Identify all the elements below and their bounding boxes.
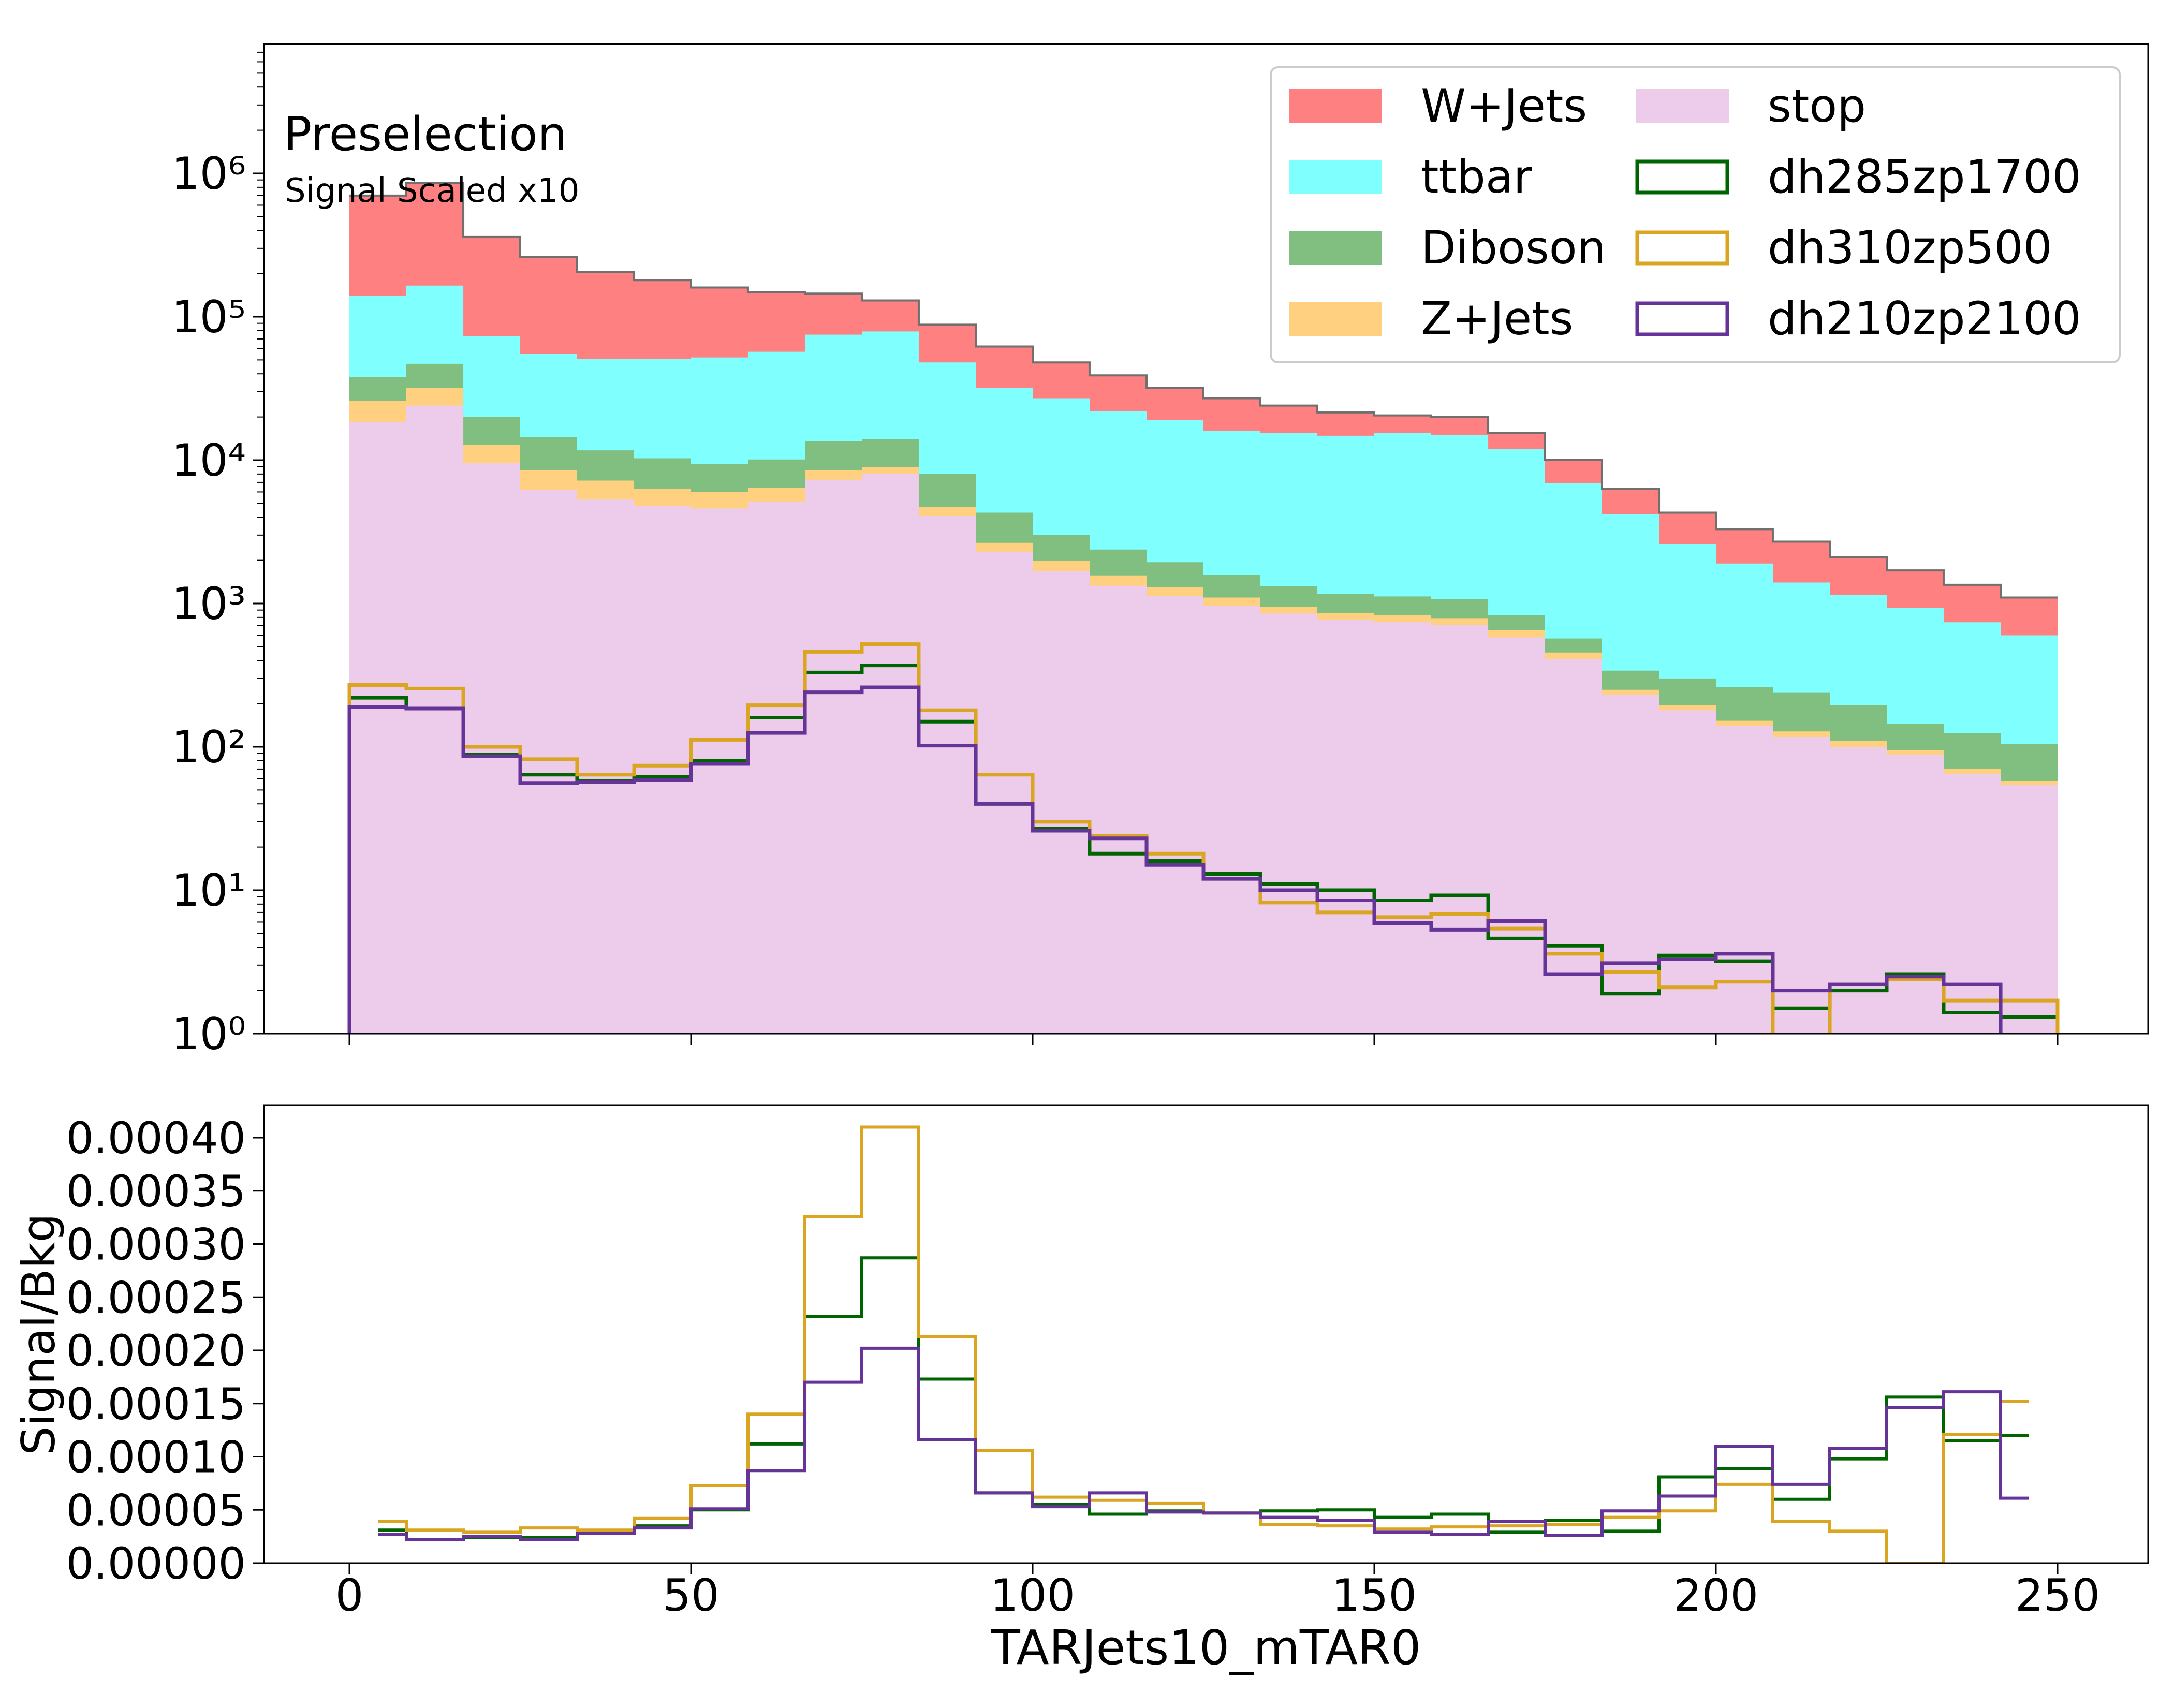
legend-swatch-z-jets (1289, 302, 1382, 336)
ratio-dh310zp500 (377, 1125, 2030, 1563)
stack-stop (349, 405, 2058, 1034)
legend-label-diboson: Diboson (1421, 221, 1606, 274)
stack-total-outline (349, 182, 2058, 599)
x-tick-label: 50 (663, 1570, 719, 1622)
x-tick-label: 100 (990, 1570, 1075, 1622)
top-y-tick-label: 10² (171, 722, 246, 773)
legend: W+Jets ttbar Diboson Z+Jets stop dh285zp1700 d… (1270, 66, 2121, 363)
legend-swatch-dh210zp2100 (1635, 301, 1729, 336)
bottom-y-tick-label: 0.00025 (66, 1272, 246, 1323)
top-y-axis: 10⁰ 10¹ 10² 10³ 10⁴ 10⁵ 10⁶ (171, 51, 264, 1060)
legend-label-w-jets: W+Jets (1421, 79, 1587, 132)
legend-label-dh310zp500: dh310zp500 (1768, 221, 2052, 274)
y-axis-label: Signal/Bkg (12, 1213, 65, 1455)
bottom-y-tick-label: 0.00040 (66, 1113, 246, 1164)
x-tick-label: 150 (1332, 1570, 1417, 1622)
legend-swatch-stop (1636, 89, 1729, 123)
bottom-plot-frame (263, 1104, 2149, 1564)
bottom-panel: 0.000000.000050.000100.000150.000200.000… (12, 1104, 2149, 1675)
legend-label-z-jets: Z+Jets (1421, 292, 1573, 345)
top-x-ticks (348, 1034, 2059, 1045)
annotation-preselection: Preselection (284, 107, 567, 161)
legend-label-dh285zp1700: dh285zp1700 (1768, 150, 2081, 203)
signal-dh210zp2100 (347, 685, 2003, 1034)
signal-histograms (347, 642, 2060, 1034)
bottom-y-axis: 0.000000.000050.000100.000150.000200.000… (66, 1113, 264, 1589)
background-stack (349, 182, 2058, 1034)
ratio-histograms (377, 1125, 2030, 1563)
top-y-tick-label: 10¹ (171, 865, 246, 917)
legend-label-ttbar: ttbar (1421, 150, 1533, 203)
legend-swatch-w-jets (1289, 89, 1382, 123)
legend-label-stop: stop (1768, 79, 1866, 132)
x-tick-label: 250 (2015, 1570, 2100, 1622)
x-tick-label: 0 (335, 1570, 364, 1622)
bottom-y-tick-label: 0.00010 (66, 1432, 246, 1483)
annotation-signal-scale: Signal Scaled x10 (285, 172, 579, 210)
legend-swatch-dh310zp500 (1635, 230, 1729, 266)
legend-swatch-ttbar (1289, 160, 1382, 194)
bottom-y-tick-label: 0.00030 (66, 1219, 246, 1270)
bottom-y-tick-label: 0.00000 (66, 1538, 246, 1589)
top-y-tick-label: 10³ (171, 578, 246, 630)
x-axis-label: TARJets10_mTAR0 (991, 1620, 1421, 1675)
bottom-y-tick-label: 0.00005 (66, 1485, 246, 1536)
top-y-tick-label: 10⁵ (171, 291, 246, 343)
bottom-y-tick-label: 0.00035 (66, 1166, 246, 1217)
legend-swatch-diboson (1289, 231, 1382, 265)
bottom-x-axis: 0 50 100 150 200 250 (335, 1563, 2100, 1622)
top-plot-frame (263, 43, 2149, 1035)
top-y-tick-label: 10⁴ (171, 435, 246, 487)
x-tick-label: 200 (1673, 1570, 1758, 1622)
legend-frame (1270, 66, 2121, 363)
top-y-tick-label: 10⁰ (171, 1008, 246, 1060)
top-y-tick-label: 10⁶ (171, 148, 246, 200)
bottom-y-tick-label: 0.00015 (66, 1379, 246, 1430)
legend-label-dh210zp2100: dh210zp2100 (1768, 292, 2081, 345)
top-panel: 10⁰ 10¹ 10² 10³ 10⁴ 10⁵ 10⁶ Preselection Signa… (171, 43, 2149, 1060)
ratio-dh210zp2100 (377, 1346, 2030, 1541)
bottom-y-tick-label: 0.00020 (66, 1326, 246, 1376)
legend-swatch-dh285zp1700 (1635, 159, 1729, 195)
